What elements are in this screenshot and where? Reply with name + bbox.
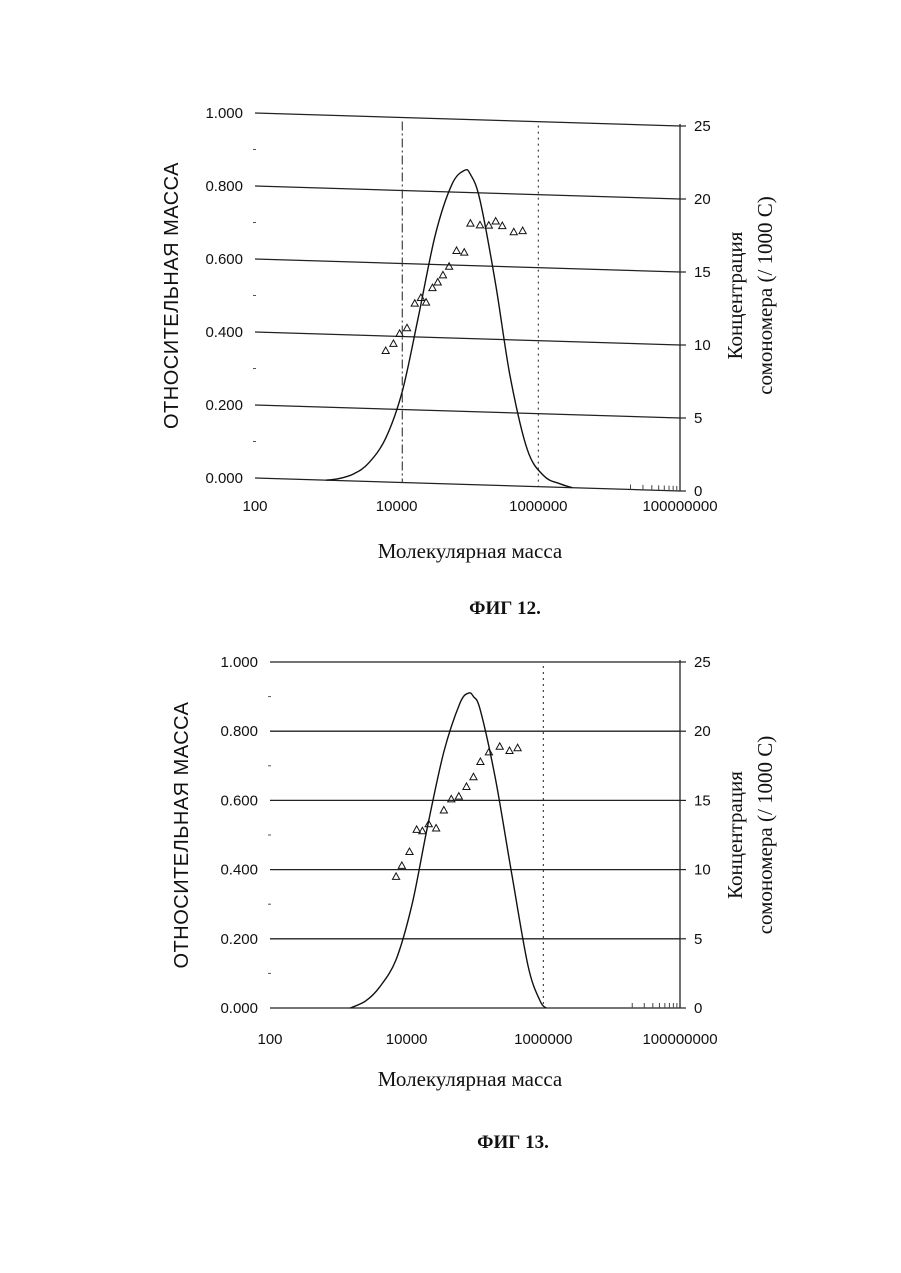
comonomer-data-point	[390, 340, 397, 346]
comonomer-data-point	[485, 748, 492, 754]
comonomer-data-point	[392, 873, 399, 879]
gridline	[255, 332, 680, 345]
comonomer-data-point	[485, 222, 492, 228]
y2-tick-label: 5	[694, 931, 702, 948]
chart-12: 0.0000.2000.4000.6000.8001.0000510152025…	[0, 0, 901, 640]
figure-13: 0.000 0.200 0.400 0.600 0.800 1.000 0 5 10 15 20 25…	[0, 640, 901, 1180]
y2-axis-title-line1: Концентрация	[723, 771, 747, 899]
comonomer-data-point	[455, 793, 462, 799]
comonomer-data-point	[476, 221, 483, 227]
comonomer-data-point	[433, 824, 440, 830]
x-tick-label: 10000	[376, 498, 418, 515]
y-tick-label: 0.400	[205, 324, 243, 341]
y2-tick-label: 10	[694, 862, 711, 879]
y2-tick-label: 25	[694, 118, 711, 135]
comonomer-data-point	[403, 324, 410, 330]
figure-12: 0.0000.2000.4000.6000.8001.0000510152025…	[0, 0, 901, 640]
comonomer-data-point	[453, 247, 460, 253]
x-tick-label: 100	[257, 1031, 282, 1048]
comonomer-data-point	[510, 228, 517, 234]
comonomer-data-point	[446, 263, 453, 269]
comonomer-data-point	[506, 747, 513, 753]
y-tick-label: 0.000	[220, 1000, 258, 1017]
chart-13: 0.000 0.200 0.400 0.600 0.800 1.000 0 5 10 15 20 25…	[0, 640, 901, 1180]
y-tick-label: 0.200	[220, 931, 258, 948]
y2-tick-label: 20	[694, 723, 711, 740]
y-tick-label: 0.000	[205, 470, 243, 487]
y-tick-label: 1.000	[205, 105, 243, 122]
gridline	[255, 186, 680, 199]
y-tick-label: 0.800	[205, 178, 243, 195]
comonomer-data-point	[496, 743, 503, 749]
x-axis-title: Молекулярная масса	[378, 539, 563, 563]
comonomer-data-point	[413, 826, 420, 832]
mass-distribution-curve	[350, 693, 546, 1008]
y2-tick-label: 0	[694, 1000, 702, 1017]
comonomer-data-point	[514, 744, 521, 750]
gridline	[255, 113, 680, 126]
x-axis-title: Молекулярная масса	[378, 1067, 563, 1091]
y-tick-label: 1.000	[220, 654, 258, 671]
comonomer-data-point	[470, 773, 477, 779]
x-tick-label: 100000000	[642, 1031, 717, 1048]
comonomer-data-point	[439, 271, 446, 277]
comonomer-data-point	[492, 218, 499, 224]
comonomer-data-point	[398, 862, 405, 868]
gridline	[255, 259, 680, 272]
gridline	[255, 405, 680, 418]
comonomer-data-point	[463, 783, 470, 789]
y2-tick-label: 5	[694, 410, 702, 427]
comonomer-data-point	[467, 220, 474, 226]
y2-tick-label: 10	[694, 337, 711, 354]
mass-distribution-curve	[326, 170, 572, 488]
x-tick-label: 1000000	[509, 498, 567, 515]
y-tick-label: 0.800	[220, 723, 258, 740]
y2-tick-label: 15	[694, 264, 711, 281]
comonomer-data-point	[477, 758, 484, 764]
y-tick-label: 0.600	[220, 792, 258, 809]
y2-tick-label: 25	[694, 654, 711, 671]
y-tick-label: 0.600	[205, 251, 243, 268]
y2-tick-label: 15	[694, 792, 711, 809]
x-tick-label: 1000000	[514, 1031, 572, 1048]
comonomer-data-point	[519, 227, 526, 233]
y2-axis-title-line2: сомономера (/ 1000 С)	[753, 196, 777, 395]
y2-tick-label: 20	[694, 191, 711, 208]
comonomer-data-point	[419, 827, 426, 833]
y-axis-title: ОТНОСИТЕЛЬНАЯ МАССА	[161, 162, 183, 429]
comonomer-data-point	[499, 222, 506, 228]
x-tick-label: 10000	[386, 1031, 428, 1048]
figure-caption: ФИГ 13.	[413, 1132, 613, 1154]
comonomer-data-point	[406, 848, 413, 854]
gridline	[255, 478, 680, 491]
x-tick-label: 100000000	[642, 498, 717, 515]
y-tick-label: 0.200	[205, 397, 243, 414]
comonomer-data-point	[382, 347, 389, 353]
y-tick-label: 0.400	[220, 862, 258, 879]
comonomer-data-point	[434, 279, 441, 285]
figure-caption: ФИГ 12.	[405, 598, 605, 620]
comonomer-data-point	[440, 806, 447, 812]
y-axis-title: ОТНОСИТЕЛЬНАЯ МАССА	[171, 701, 193, 968]
y2-axis-title-line2: сомономера (/ 1000 С)	[753, 736, 777, 935]
y2-axis-title-line1: Концентрация	[723, 231, 747, 359]
comonomer-data-point	[461, 249, 468, 255]
x-tick-label: 100	[242, 498, 267, 515]
